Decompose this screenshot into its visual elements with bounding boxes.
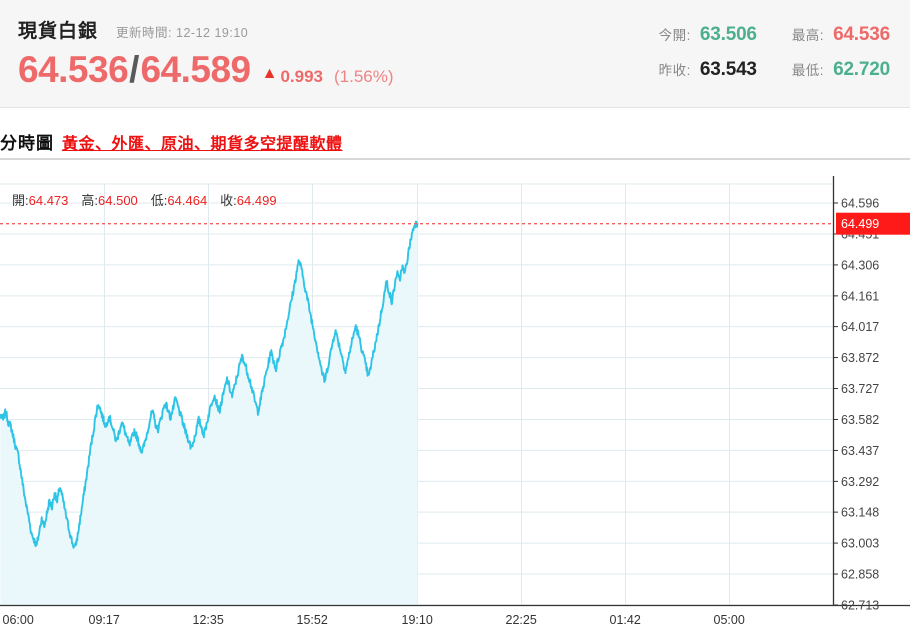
y-tick-label: 64.161 xyxy=(841,289,879,303)
section-title: 分時圖 xyxy=(0,134,54,153)
y-tick-label: 63.148 xyxy=(841,506,879,520)
prevclose-value: 63.543 xyxy=(699,59,757,80)
x-tick-label: 15:52 xyxy=(297,613,328,627)
y-tick-label: 64.596 xyxy=(841,197,879,211)
high-label: 最高: xyxy=(791,28,825,43)
x-axis-labels: 06:00 09:17 12:35 15:52 19:10 22:25 01:42 05:00 xyxy=(3,613,745,627)
chart-open-label: 開: xyxy=(12,193,29,208)
quote-primary-block: 現貨白銀 更新時間: 12-12 19:10 64.536 / 64.589 ▲… xyxy=(18,16,394,91)
y-tick-label: 64.306 xyxy=(841,258,879,272)
y-tick-label: 63.437 xyxy=(841,444,879,458)
x-tick-label: 12:35 xyxy=(193,613,224,627)
update-time-value: 12-12 19:10 xyxy=(176,26,249,40)
high-value: 64.536 xyxy=(833,24,890,45)
x-tick-label: 06:00 xyxy=(3,613,34,627)
chart-low-value: 64.464 xyxy=(167,193,208,208)
low-label: 最低: xyxy=(791,63,825,78)
chart-canvas[interactable]: 64.59664.45164.30664.16164.01763.87263.7… xyxy=(0,176,910,642)
chart-low-label: 低: xyxy=(150,193,168,208)
x-tick-label: 05:00 xyxy=(714,613,745,627)
change-value: 0.993 xyxy=(280,67,324,86)
y-tick-label: 63.292 xyxy=(841,475,879,489)
chart-ohlc-readout: 開:64.473 高:64.500 低:64.464 收:64.499 xyxy=(12,190,277,209)
x-tick-label: 19:10 xyxy=(402,613,433,627)
price-row: 64.536 / 64.589 ▲ 0.993 (1.56%) xyxy=(18,49,394,91)
price-separator: / xyxy=(129,49,140,90)
y-tick-label: 63.003 xyxy=(841,537,879,551)
current-price-marker: 64.499 xyxy=(836,212,910,235)
prevclose-label: 昨收: xyxy=(658,63,691,78)
quote-stats-grid: 今開: 63.506 最高: 64.536 昨收: 63.543 最低: 62.… xyxy=(658,24,891,81)
x-tick-label: 01:42 xyxy=(610,613,641,627)
low-value: 62.720 xyxy=(833,59,890,80)
promo-link[interactable]: 黃金、外匯、原油、期貨多空提醒軟體 xyxy=(62,136,343,153)
current-price-marker-label: 64.499 xyxy=(841,217,879,231)
open-label: 今開: xyxy=(658,28,691,43)
price-line xyxy=(0,220,419,549)
section-divider xyxy=(0,158,910,160)
quote-header-panel: 現貨白銀 更新時間: 12-12 19:10 64.536 / 64.589 ▲… xyxy=(0,0,910,108)
chart-close-value: 64.499 xyxy=(236,193,277,208)
y-tick-label: 63.582 xyxy=(841,413,879,427)
y-tick-label: 63.872 xyxy=(841,351,879,365)
price-area-fill xyxy=(0,221,418,605)
y-tick-label: 62.713 xyxy=(841,599,879,613)
bid-price: 64.536 xyxy=(18,49,129,90)
y-tick-label: 64.017 xyxy=(841,320,879,334)
y-axis-labels: 64.59664.45164.30664.16164.01763.87263.7… xyxy=(841,197,879,613)
update-time-label: 更新時間: xyxy=(116,26,172,40)
open-value: 63.506 xyxy=(699,24,757,45)
chart-open-value: 64.473 xyxy=(28,193,69,208)
y-tick-label: 62.858 xyxy=(841,568,879,582)
y-tick-label: 63.727 xyxy=(841,382,879,396)
x-tick-label: 22:25 xyxy=(506,613,537,627)
change-up-arrow-icon: ▲ xyxy=(261,65,278,82)
symbol-name: 現貨白銀 xyxy=(18,21,99,42)
ask-price: 64.589 xyxy=(140,49,251,90)
chart-high-label: 高: xyxy=(81,193,99,208)
chart-close-label: 收: xyxy=(220,193,237,208)
symbol-row: 現貨白銀 更新時間: 12-12 19:10 xyxy=(18,16,394,43)
x-tick-label: 09:17 xyxy=(89,613,120,627)
intraday-chart[interactable]: 開:64.473 高:64.500 低:64.464 收:64.499 64.596 6… xyxy=(0,176,910,642)
chart-high-value: 64.500 xyxy=(98,193,138,208)
change-percent: (1.56%) xyxy=(334,67,394,86)
